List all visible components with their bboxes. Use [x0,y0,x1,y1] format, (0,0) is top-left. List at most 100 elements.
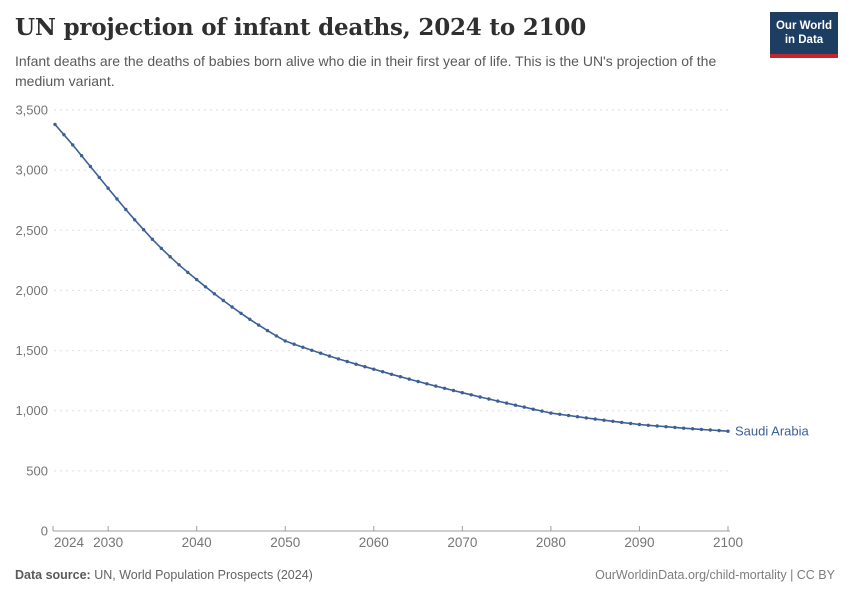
series-point-2082 [566,413,571,418]
series-point-2062 [389,372,394,376]
x-tick-label: 2080 [536,535,566,550]
series-point-2056 [336,357,341,361]
series-point-2052 [301,345,305,349]
y-tick-label: 2,000 [15,283,48,298]
series-point-2044 [230,305,234,309]
x-tick-label: 2100 [713,535,743,550]
data-source-label: Data source: [15,568,91,582]
series-point-2096 [690,427,695,431]
series-point-2077 [522,405,526,409]
series-point-2065 [416,379,420,384]
series-point-2092 [655,424,659,428]
x-tick-label: 2050 [270,535,300,550]
series-point-2068 [442,386,447,390]
series-point-2051 [292,342,296,346]
series-point-2063 [398,375,403,379]
series-point-2024 [53,122,57,127]
series-point-2057 [345,359,349,364]
series-point-2050 [283,339,287,343]
series-point-2059 [363,365,367,369]
series-point-2048 [265,328,270,333]
series-point-2094 [673,425,677,430]
x-tick-label: 2070 [447,535,477,550]
series-point-2078 [531,407,535,411]
x-tick-label: 2060 [359,535,389,550]
series-point-2035 [150,237,155,241]
y-tick-label: 500 [26,463,48,478]
series-point-2085 [593,417,597,421]
series-point-2040 [195,277,199,282]
series-point-2025 [62,133,66,137]
series-point-2049 [274,334,279,338]
series-point-2070 [460,391,464,395]
series-point-2064 [407,377,411,381]
series-point-2046 [248,317,252,321]
owid-logo-line1: Our World [775,20,832,32]
series-point-2071 [469,393,473,397]
chart-title: UN projection of infant deaths, 2024 to … [15,14,587,41]
series-point-2090 [637,422,642,427]
series-label-saudi-arabia[interactable]: Saudi Arabia [735,424,809,439]
series-point-2067 [434,384,438,388]
series-point-2058 [354,362,358,366]
series-point-2075 [504,401,509,405]
series-point-2029 [97,175,102,180]
series-point-2087 [611,419,615,423]
series-point-2041 [203,285,208,289]
series-point-2095 [682,426,686,430]
series-point-2033 [133,218,137,222]
series-point-2061 [380,370,385,374]
owid-logo-line2: in Data [784,34,824,47]
owid-logo[interactable]: Our World in Data [770,12,838,58]
series-point-2098 [708,428,712,432]
series-point-2097 [699,427,704,432]
series-point-2073 [487,397,491,401]
series-point-2026 [71,143,75,147]
x-tick-label: 2040 [182,535,212,550]
series-point-2100 [726,429,730,433]
series-point-2081 [558,412,562,416]
series-point-2084 [584,416,588,420]
series-point-2088 [620,420,624,425]
y-tick-label: 1,500 [15,343,48,358]
series-point-2074 [496,399,500,403]
series-point-2072 [478,395,482,399]
series-point-2043 [221,298,225,303]
series-point-2039 [186,270,190,275]
series-point-2079 [540,409,544,413]
series-point-2027 [79,154,84,158]
series-point-2045 [239,311,243,315]
series-point-2053 [310,348,314,352]
series-point-2086 [602,418,606,422]
y-tick-label: 3,000 [15,163,48,178]
series-point-2080 [549,411,553,415]
series-point-2038 [177,263,181,267]
data-source-text: UN, World Population Prospects (2024) [90,568,313,582]
series-point-2032 [124,207,128,212]
chart-subtitle: Infant deaths are the deaths of babies b… [15,53,717,89]
credit-link[interactable]: OurWorldinData.org/child-mortality | CC … [595,568,835,582]
series-point-2031 [115,197,119,201]
series-point-2034 [141,228,146,232]
x-tick-label: 2024 [54,535,85,550]
x-tick-label: 2090 [624,535,654,550]
series-point-2083 [575,415,580,419]
chart-header: UN projection of infant deaths, 2024 to … [0,0,850,95]
series-point-2093 [664,425,668,429]
series-point-2047 [257,323,261,327]
series-point-2076 [513,403,518,407]
series-point-2028 [88,164,93,169]
series-point-2055 [327,354,332,358]
data-source: Data source: UN, World Population Prospe… [15,568,313,582]
series-point-2089 [628,421,633,426]
y-tick-label: 0 [41,524,48,539]
series-point-2042 [212,292,217,296]
series-point-2054 [319,351,323,355]
series-point-2030 [106,186,110,190]
series-point-2060 [372,367,376,371]
y-tick-label: 2,500 [15,223,48,238]
series-point-2099 [717,428,721,433]
series-point-2066 [425,382,429,386]
